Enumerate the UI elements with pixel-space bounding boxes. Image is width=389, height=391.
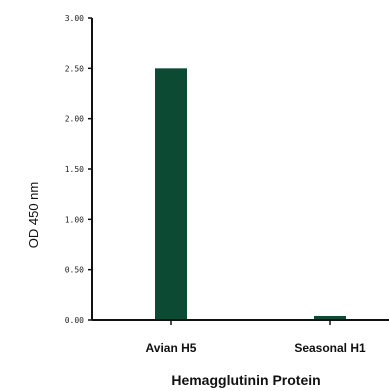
y-tick-label: 0.50 [65,266,84,275]
y-tick-label: 2.50 [65,64,84,73]
y-tick-label: 1.50 [65,165,84,174]
y-tick-label: 1.00 [65,215,84,224]
x-category-label: Seasonal H1 [294,341,366,355]
y-tick-label: 0.00 [65,316,84,325]
x-axis-ticks: Avian H5 Seasonal H1 [146,320,366,355]
x-axis-title: Hemagglutinin Protein [171,372,320,388]
x-category-label: Avian H5 [146,341,197,355]
y-axis-ticks: 3.00 2.50 2.00 1.50 1.00 0.50 0.00 [65,14,92,325]
y-tick-label: 3.00 [65,14,84,23]
bar-avian-h5 [155,68,187,320]
bars [155,68,346,320]
y-axis-title: OD 450 nm [26,182,41,248]
bar-seasonal-h1 [314,315,346,320]
y-tick-label: 2.00 [65,115,84,124]
